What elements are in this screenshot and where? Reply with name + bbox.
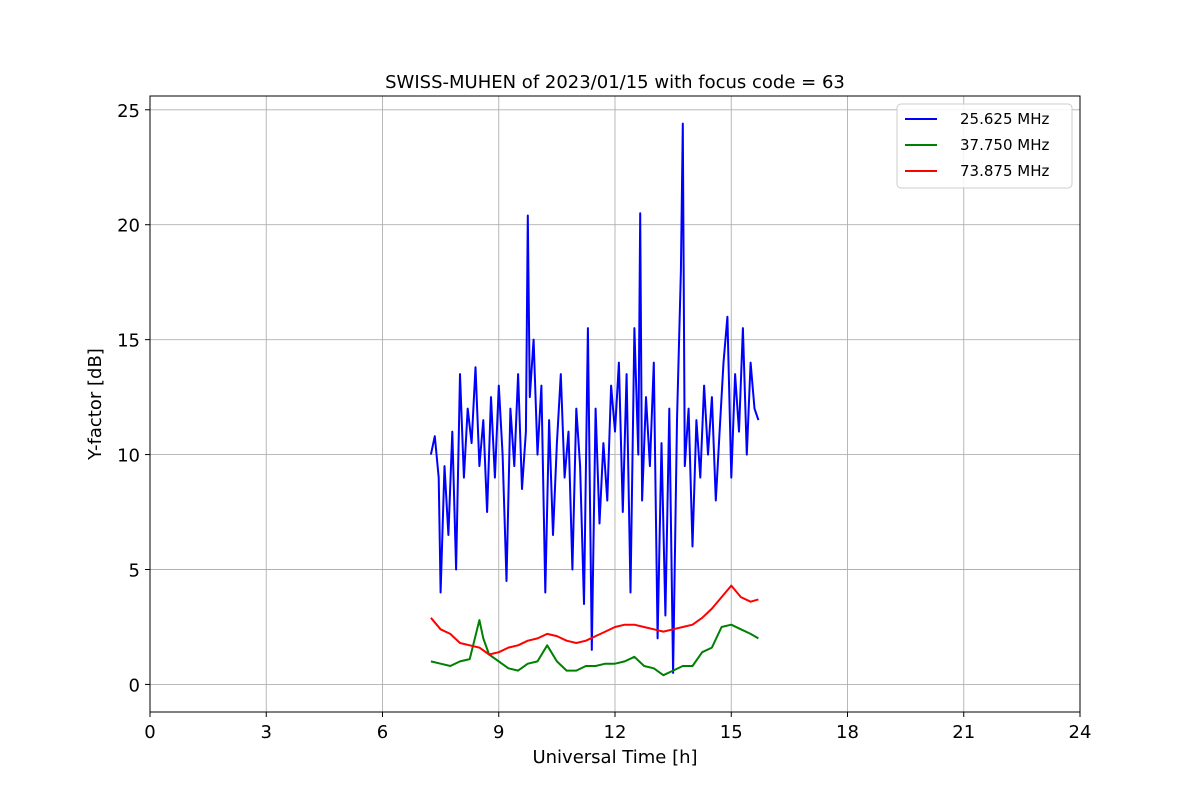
legend-label-25625: 25.625 MHz [960, 110, 1049, 128]
series-line-25-625-mhz [429, 122, 760, 674]
series-layer [429, 122, 760, 677]
chart-title: SWISS-MUHEN of 2023/01/15 with focus cod… [385, 72, 845, 93]
x-tick-label: 15 [720, 722, 743, 743]
x-ticks: 0 3 6 9 12 15 18 21 24 [144, 712, 1091, 743]
x-tick-label: 6 [377, 722, 388, 743]
x-tick-label: 12 [604, 722, 627, 743]
y-tick-label: 25 [117, 101, 140, 122]
y-tick-label: 20 [117, 216, 140, 237]
x-tick-label: 9 [493, 722, 504, 743]
legend-label-37750: 37.750 MHz [960, 136, 1049, 154]
legend-label-73875: 73.875 MHz [960, 162, 1049, 180]
series-line-73-875-mhz [430, 584, 759, 656]
y-tick-label: 10 [117, 446, 140, 467]
y-tick-label: 0 [129, 675, 140, 696]
y-tick-label: 15 [117, 331, 140, 352]
x-axis-label: Universal Time [h] [532, 747, 697, 768]
x-tick-label: 18 [836, 722, 859, 743]
legend-box [896, 103, 1073, 189]
x-tick-label: 0 [144, 722, 155, 743]
series-line-37-750-mhz [430, 619, 759, 677]
y-ticks: 0 5 10 15 20 25 [117, 101, 150, 696]
legend: 25.625 MHz 37.750 MHz 73.875 MHz [896, 103, 1073, 189]
x-tick-label: 21 [952, 722, 975, 743]
x-tick-label: 24 [1069, 722, 1092, 743]
y-tick-label: 5 [129, 560, 140, 581]
x-tick-label: 3 [261, 722, 272, 743]
y-axis-label: Y-factor [dB] [85, 348, 106, 461]
